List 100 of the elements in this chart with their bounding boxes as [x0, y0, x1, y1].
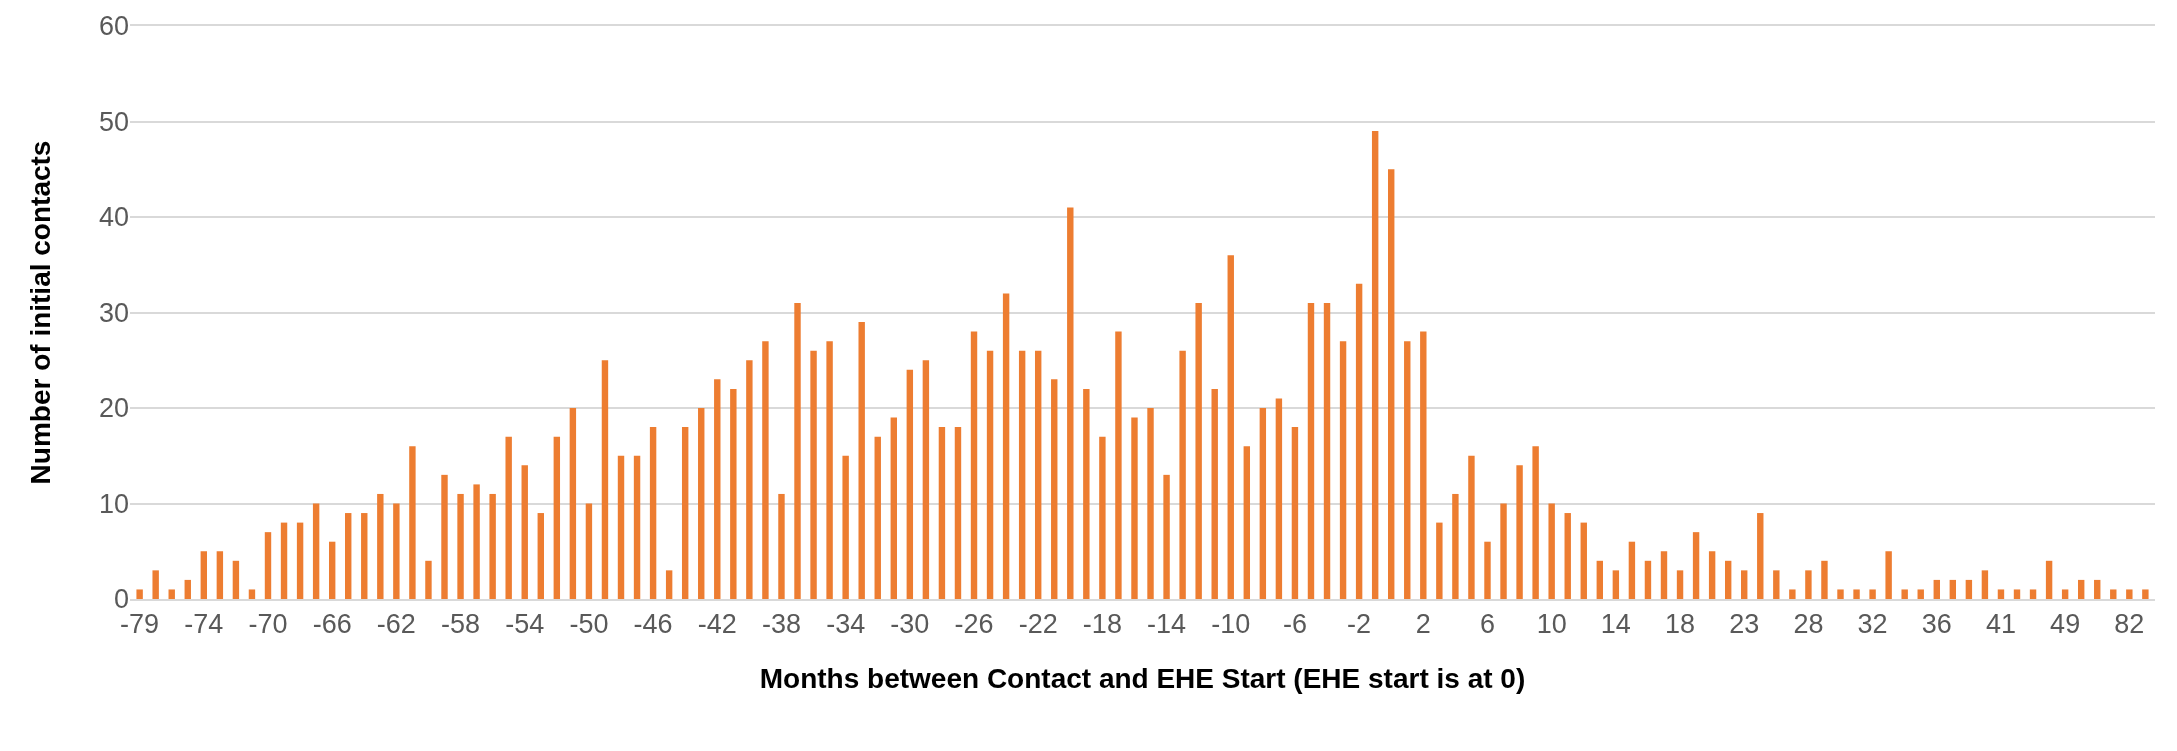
bar — [1548, 503, 1555, 599]
y-tick-label: 40 — [98, 202, 129, 233]
bar — [954, 427, 962, 599]
x-tick-label: -2 — [1347, 609, 1372, 640]
bar — [1869, 589, 1876, 599]
x-tick-label: 18 — [1665, 609, 1696, 640]
bar — [537, 513, 544, 599]
x-tick-label: -46 — [633, 609, 673, 640]
bar — [1773, 570, 1780, 599]
x-tick-label: -70 — [248, 609, 288, 640]
bar — [1789, 589, 1796, 599]
bar — [1179, 350, 1186, 599]
bar — [890, 417, 897, 599]
bar — [2029, 589, 2037, 599]
bar — [1404, 341, 1411, 599]
x-tick-label: -74 — [184, 609, 224, 640]
y-axis-title: Number of initial contacts — [24, 140, 56, 485]
bar — [328, 541, 336, 599]
x-tick-label: -66 — [312, 609, 352, 640]
bar — [842, 455, 849, 599]
bar — [152, 570, 159, 599]
y-tick-label: 20 — [98, 393, 129, 424]
x-tick-label: -10 — [1211, 609, 1251, 640]
x-tick-label: 6 — [1479, 609, 1496, 640]
bar — [874, 436, 881, 599]
bar — [1949, 579, 1957, 599]
bar — [136, 589, 143, 599]
bar — [2077, 579, 2085, 599]
bar — [858, 322, 865, 599]
x-tick-label: 82 — [2114, 609, 2145, 640]
bar — [1564, 513, 1571, 599]
x-tick-label: 32 — [1857, 609, 1888, 640]
bar — [1002, 293, 1010, 599]
x-tick-label: -14 — [1147, 609, 1187, 640]
bar — [2110, 589, 2117, 599]
bar — [826, 341, 833, 599]
bar — [1676, 570, 1684, 599]
bar — [1034, 350, 1042, 599]
bar — [280, 522, 288, 599]
bar — [746, 360, 753, 599]
bar — [1981, 570, 1989, 599]
bar — [698, 408, 705, 599]
x-tick-label: -6 — [1282, 609, 1307, 640]
bar — [970, 331, 978, 599]
bar — [377, 493, 384, 599]
bar — [1259, 408, 1267, 599]
bar — [1468, 455, 1475, 599]
x-tick-label: -50 — [569, 609, 609, 640]
x-axis-title: Months between Contact and EHE Start (EHE start is at 0) — [759, 663, 1526, 694]
bar — [2094, 579, 2101, 599]
x-tick-label: -26 — [954, 609, 994, 640]
bar — [649, 427, 657, 599]
bar — [569, 408, 577, 599]
bar — [1612, 570, 1620, 599]
bar — [216, 551, 224, 599]
bar — [762, 341, 769, 599]
y-tick-label: 60 — [98, 11, 129, 42]
y-tick-label: 50 — [98, 106, 129, 137]
bar — [633, 455, 641, 599]
bar — [296, 522, 304, 599]
bar — [617, 455, 625, 599]
bar — [1741, 570, 1748, 599]
bar — [1147, 408, 1154, 599]
x-tick-label: -62 — [376, 609, 416, 640]
bar — [1933, 579, 1940, 599]
bar — [1821, 560, 1828, 599]
bar — [1580, 522, 1587, 599]
bar — [1708, 551, 1716, 599]
bar — [1371, 131, 1379, 599]
bar — [441, 474, 448, 599]
bar — [1757, 513, 1764, 599]
bar — [1500, 503, 1507, 599]
bar — [184, 579, 191, 599]
x-tick-label: -54 — [505, 609, 545, 640]
bar — [1067, 207, 1074, 599]
x-tick-label: 36 — [1921, 609, 1952, 640]
bar — [1083, 388, 1090, 599]
bar — [2061, 589, 2069, 599]
bar — [457, 493, 464, 599]
bar — [1628, 541, 1636, 599]
bar — [778, 493, 785, 599]
bar — [1275, 398, 1283, 599]
bar — [922, 360, 930, 599]
bar — [2013, 589, 2021, 599]
bar — [312, 503, 320, 599]
bar — [361, 513, 368, 599]
bar — [1724, 560, 1732, 599]
bar — [1837, 589, 1844, 599]
bar — [1051, 379, 1058, 599]
bar — [794, 302, 801, 599]
bar — [1484, 541, 1491, 599]
bar — [1516, 465, 1523, 599]
bar — [906, 369, 914, 599]
bar — [681, 427, 689, 599]
bar — [425, 560, 432, 599]
bar — [1420, 331, 1427, 599]
bar — [585, 503, 593, 599]
bar — [1355, 283, 1363, 599]
bar — [521, 465, 528, 599]
bar — [1291, 427, 1299, 599]
